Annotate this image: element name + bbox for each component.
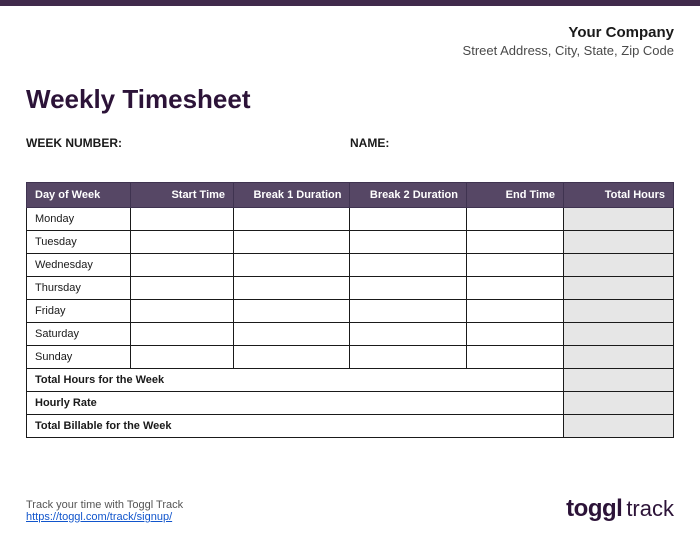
timesheet-table-wrap: Day of Week Start Time Break 1 Duration … (26, 182, 674, 438)
cell (466, 300, 563, 323)
cell (350, 254, 466, 277)
company-name: Your Company (463, 24, 674, 41)
logo-light: track (626, 496, 674, 522)
cell (350, 300, 466, 323)
day-cell: Sunday (27, 346, 131, 369)
cell (466, 231, 563, 254)
footer-tagline: Track your time with Toggl Track (26, 499, 183, 511)
col-day: Day of Week (27, 183, 131, 208)
total-cell (563, 231, 673, 254)
cell (466, 208, 563, 231)
cell (350, 231, 466, 254)
cell (350, 277, 466, 300)
table-row: Saturday (27, 323, 674, 346)
table-header-row: Day of Week Start Time Break 1 Duration … (27, 183, 674, 208)
total-cell (563, 300, 673, 323)
cell (234, 254, 350, 277)
cell (234, 277, 350, 300)
total-cell (563, 369, 673, 392)
cell (234, 346, 350, 369)
total-cell (563, 392, 673, 415)
cell (130, 231, 234, 254)
table-row: Tuesday (27, 231, 674, 254)
cell (350, 323, 466, 346)
total-cell (563, 415, 673, 438)
cell (466, 254, 563, 277)
total-cell (563, 277, 673, 300)
day-cell: Saturday (27, 323, 131, 346)
col-break2: Break 2 Duration (350, 183, 466, 208)
cell (466, 346, 563, 369)
cell (130, 208, 234, 231)
signup-link[interactable]: https://toggl.com/track/signup/ (26, 511, 172, 523)
page-title: Weekly Timesheet (26, 84, 251, 115)
table-row: Monday (27, 208, 674, 231)
col-break1: Break 1 Duration (234, 183, 350, 208)
cell (130, 277, 234, 300)
cell (350, 346, 466, 369)
company-block: Your Company Street Address, City, State… (463, 24, 674, 58)
table-row: Sunday (27, 346, 674, 369)
footer: Track your time with Toggl Track https:/… (26, 495, 674, 523)
col-end: End Time (466, 183, 563, 208)
cell (130, 346, 234, 369)
total-cell (563, 254, 673, 277)
cell (130, 323, 234, 346)
timesheet-table: Day of Week Start Time Break 1 Duration … (26, 182, 674, 438)
toggl-logo: toggl track (566, 495, 674, 523)
summary-row-rate: Hourly Rate (27, 392, 674, 415)
table-row: Thursday (27, 277, 674, 300)
summary-label: Total Hours for the Week (27, 369, 564, 392)
name-label: NAME: (350, 136, 674, 150)
table-row: Wednesday (27, 254, 674, 277)
col-start: Start Time (130, 183, 234, 208)
total-cell (563, 346, 673, 369)
col-total: Total Hours (563, 183, 673, 208)
meta-row: WEEK NUMBER: NAME: (26, 136, 674, 150)
total-cell (563, 208, 673, 231)
day-cell: Friday (27, 300, 131, 323)
cell (234, 323, 350, 346)
summary-label: Hourly Rate (27, 392, 564, 415)
cell (350, 208, 466, 231)
cell (130, 300, 234, 323)
cell (466, 323, 563, 346)
summary-row-billable: Total Billable for the Week (27, 415, 674, 438)
cell (234, 231, 350, 254)
table-row: Friday (27, 300, 674, 323)
cell (130, 254, 234, 277)
cell (234, 208, 350, 231)
week-number-label: WEEK NUMBER: (26, 136, 350, 150)
day-cell: Wednesday (27, 254, 131, 277)
cell (466, 277, 563, 300)
company-address: Street Address, City, State, Zip Code (463, 43, 674, 58)
day-cell: Tuesday (27, 231, 131, 254)
summary-row-total: Total Hours for the Week (27, 369, 674, 392)
footer-left: Track your time with Toggl Track https:/… (26, 499, 183, 523)
day-cell: Monday (27, 208, 131, 231)
summary-label: Total Billable for the Week (27, 415, 564, 438)
logo-bold: toggl (566, 495, 622, 523)
cell (234, 300, 350, 323)
total-cell (563, 323, 673, 346)
day-cell: Thursday (27, 277, 131, 300)
